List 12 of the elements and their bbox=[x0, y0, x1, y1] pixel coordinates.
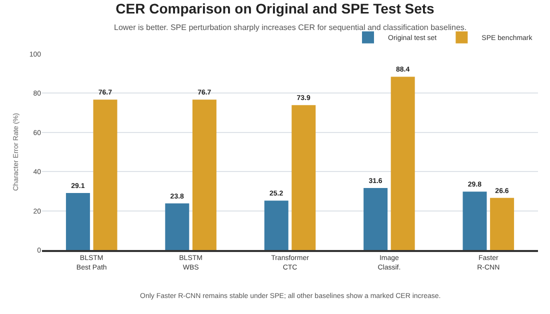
bar bbox=[462, 192, 487, 250]
bar bbox=[364, 188, 388, 250]
bar bbox=[264, 200, 288, 250]
bar bbox=[490, 198, 514, 250]
bar bbox=[93, 100, 118, 250]
bar bbox=[192, 100, 216, 250]
chart-subtitle: Lower is better. SPE perturbation sharply increases CER for sequential and classification baselines. bbox=[114, 23, 467, 32]
bar bbox=[66, 192, 90, 250]
bar bbox=[292, 105, 316, 250]
bar bbox=[390, 76, 415, 250]
bar bbox=[165, 203, 190, 250]
chart-title: CER Comparison on Original and SPE Test Sets bbox=[116, 0, 435, 17]
